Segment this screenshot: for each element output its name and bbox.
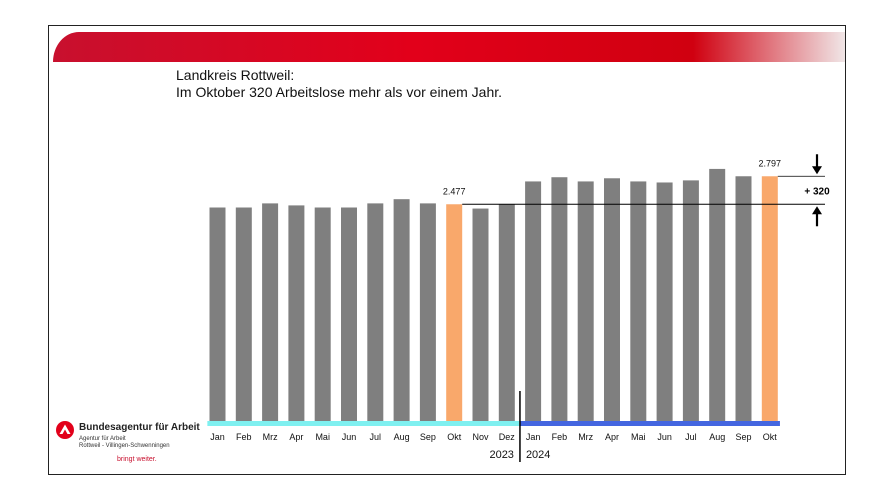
title-line-2: Im Oktober 320 Arbeitslose mehr als vor … [176,84,503,100]
x-tick-label: Okt [763,432,778,442]
bar-20 [735,176,752,421]
bar-2 [262,203,279,421]
title-line-1: Landkreis Rottweil: [176,67,295,83]
header-banner [53,32,845,62]
x-tick-label: Jul [685,432,697,442]
x-tick-label: Apr [289,432,303,442]
x-tick-label: Mai [315,432,330,442]
bar-5 [341,207,357,421]
x-tick-label: Nov [472,432,489,442]
bar-14 [577,181,594,421]
difference-annotation: + 320 [804,186,830,197]
x-tick-label: Mrz [578,432,593,442]
bar-11 [498,204,515,421]
ba-logo-icon [56,421,74,439]
x-tick-label: Jan [210,432,225,442]
bar-8 [419,203,436,421]
bar-1 [235,207,252,421]
x-tick-label: Jul [370,432,382,442]
data-label-21: 2.797 [759,158,782,168]
bar-21 [761,176,778,421]
x-tick-label: Feb [552,432,568,442]
arrow-down-icon [812,166,822,175]
bar-3 [288,205,305,421]
bar-18 [682,180,699,421]
arrow-up-icon [812,206,822,215]
year-label-2024: 2024 [526,449,550,461]
bar-10 [472,208,489,421]
org-subline-2: Rottweil - Villingen-Schwenningen [79,443,170,449]
bar-16 [630,181,647,421]
year-band-2023 [207,421,520,426]
data-label-9: 2.477 [443,186,466,196]
bar-4 [314,207,331,421]
bar-13 [551,177,568,421]
x-tick-label: Sep [420,432,436,442]
x-tick-label: Jan [526,432,541,442]
bar-19 [709,168,726,421]
org-name: Bundesagentur für Arbeit [79,422,200,433]
x-tick-label: Sep [735,432,751,442]
bar-12 [525,181,542,421]
x-tick-label: Okt [447,432,462,442]
year-label-2023: 2023 [489,449,513,461]
bar-6 [367,203,384,421]
x-tick-label: Mrz [263,432,278,442]
x-tick-label: Dez [499,432,516,442]
bar-15 [604,178,620,421]
x-tick-label: Apr [605,432,619,442]
bar-17 [656,182,673,421]
x-tick-label: Mai [631,432,646,442]
slide: Landkreis Rottweil: Im Oktober 320 Arbei… [48,25,846,475]
ba-logo: Bundesagentur für Arbeit Agentur für Arb… [55,420,205,470]
bar-7 [393,199,410,421]
bar-0 [209,207,226,421]
year-band-2024 [519,421,780,426]
x-tick-label: Jun [342,432,357,442]
x-tick-label: Aug [709,432,725,442]
bar-9 [446,204,463,421]
org-slogan: bringt weiter. [117,456,157,463]
bar-chart: Jan Feb Mrz Apr Mai Jun Jul Aug Sep Okt Nov Dez Jan F… [207,154,830,462]
x-tick-label: Feb [236,432,252,442]
org-subline-1: Agentur für Arbeit [79,436,126,442]
slide-title: Landkreis Rottweil: Im Oktober 320 Arbei… [176,67,502,101]
x-tick-label: Aug [394,432,410,442]
x-tick-label: Jun [657,432,672,442]
